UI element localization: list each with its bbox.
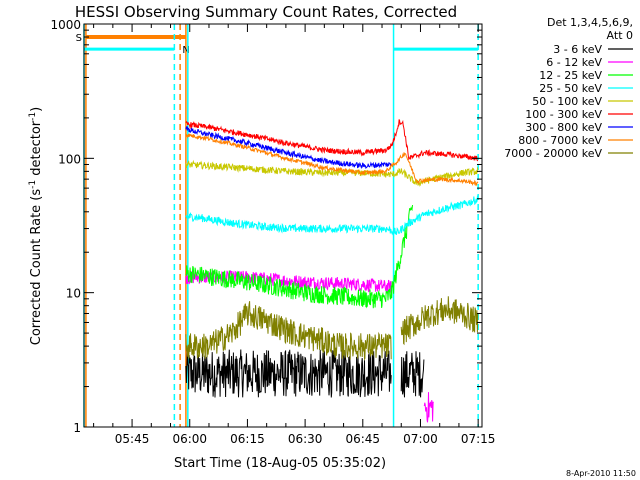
attenuator-label: S	[76, 33, 82, 44]
legend-label: 12 - 25 keV	[539, 69, 602, 82]
y-label-sup2: -1	[28, 112, 38, 121]
y-tick-label: 10	[66, 287, 81, 301]
y-tick-label: 100	[58, 152, 81, 166]
series-line	[186, 119, 478, 160]
legend-label: 50 - 100 keV	[532, 95, 602, 108]
y-label-sup1: -1	[28, 180, 38, 189]
y-axis-label: Corrected Count Rate (s-1 detector-1)	[28, 107, 44, 345]
x-axis-label: Start Time (18-Aug-05 05:35:02)	[174, 456, 386, 471]
y-label-end: )	[29, 107, 44, 112]
y-tick-label: 1000	[50, 18, 81, 32]
y-tick-label: 1	[73, 421, 81, 435]
legend-label: 800 - 7000 keV	[518, 134, 602, 147]
y-label-main: Corrected Count Rate (s	[29, 189, 44, 346]
x-tick-label: 06:30	[288, 432, 323, 446]
series-line	[401, 351, 424, 397]
legend-label: 3 - 6 keV	[553, 43, 602, 56]
x-tick-label: 06:15	[230, 432, 265, 446]
plot-area: S N 05:45 06:00 06:15 06:30 06:45 07:00 07:15 1 1…	[50, 18, 495, 446]
legend-label: 7000 - 20000 keV	[504, 147, 602, 160]
x-tick-label: 05:45	[115, 432, 150, 446]
series-line	[186, 301, 391, 359]
legend-header-line1: Det 1,3,4,5,6,9,	[547, 16, 633, 29]
series-line	[424, 392, 433, 422]
x-tick-label: 07:15	[461, 432, 496, 446]
x-tick-label: 06:45	[345, 432, 380, 446]
legend-label: 300 - 800 keV	[525, 121, 602, 134]
series-line	[186, 127, 391, 168]
legend-header-line2: Att 0	[607, 29, 633, 42]
x-tick-label: 06:00	[172, 432, 207, 446]
chart-title: HESSI Observing Summary Count Rates, Cor…	[75, 3, 457, 21]
series-line	[186, 196, 478, 235]
series-line	[186, 162, 478, 186]
night-label: N	[182, 45, 189, 56]
chart: HESSI Observing Summary Count Rates, Cor…	[0, 0, 640, 480]
x-tick-label: 07:00	[403, 432, 438, 446]
legend-label: 6 - 12 keV	[546, 56, 602, 69]
timestamp: 8-Apr-2010 11:50	[566, 469, 636, 478]
y-label-mid: detector	[29, 120, 44, 180]
legend-label: 100 - 300 keV	[525, 108, 602, 121]
series-line	[186, 350, 391, 398]
legend-label: 25 - 50 keV	[539, 82, 602, 95]
series-line	[401, 296, 478, 344]
